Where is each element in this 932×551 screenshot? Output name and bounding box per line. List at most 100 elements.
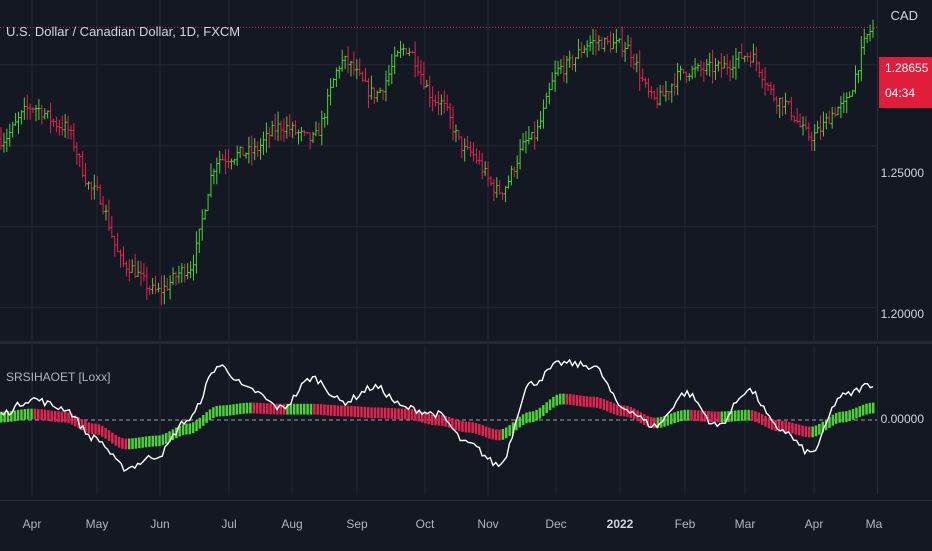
ha-bar — [616, 404, 619, 416]
pane-separator[interactable] — [0, 341, 932, 344]
ha-bar — [858, 406, 862, 417]
time-tick: Oct — [415, 517, 435, 531]
currency-label: CAD — [890, 8, 918, 23]
ha-bar — [720, 411, 723, 423]
ha-bar — [717, 411, 720, 423]
ha-bar — [87, 422, 91, 434]
ha-bar — [602, 399, 606, 410]
ha-bar — [589, 396, 592, 408]
ha-bar — [552, 396, 555, 408]
ha-bar — [181, 424, 185, 436]
ha-bar — [764, 415, 767, 427]
ha-bar — [791, 422, 794, 434]
oscillator-chart[interactable] — [0, 345, 878, 495]
ha-bar — [427, 413, 431, 425]
ha-bar — [818, 423, 821, 435]
time-tick: Ma — [865, 517, 883, 531]
indicator-axis[interactable]: 0.00000 — [877, 345, 932, 495]
ha-bar — [13, 410, 16, 422]
ha-bar — [464, 421, 468, 433]
ha-bar — [299, 403, 303, 415]
ha-bar — [865, 403, 868, 415]
ha-bar — [121, 438, 124, 449]
ha-bar — [538, 407, 542, 419]
ha-bar — [804, 426, 808, 437]
bar-countdown: 04:34 — [885, 86, 916, 100]
ha-bar — [558, 393, 562, 405]
ha-bar — [350, 405, 353, 417]
ha-bar — [84, 421, 87, 432]
ha-bar — [562, 393, 565, 405]
ha-bar — [20, 409, 23, 421]
ha-bar — [525, 412, 528, 424]
ha-bar — [363, 406, 367, 418]
ha-bar — [50, 410, 54, 422]
ha-bar — [272, 403, 276, 415]
ha-bar — [114, 434, 117, 446]
zero-level-label: 0.00000 — [880, 412, 924, 426]
time-axis[interactable]: Apr May Jun Jul Aug Sep Oct Nov Dec 2022… — [0, 500, 932, 551]
ha-bar — [811, 426, 814, 438]
ha-bar — [370, 407, 373, 419]
ha-bar — [430, 414, 434, 425]
ha-bar — [673, 412, 676, 424]
ha-bar — [195, 420, 198, 432]
ha-bar — [94, 423, 97, 435]
ha-bar — [6, 411, 10, 423]
ha-bar — [265, 403, 269, 415]
ha-bar — [612, 403, 616, 415]
ha-bar — [356, 406, 360, 418]
ha-bar — [535, 409, 538, 421]
ha-bar — [599, 397, 602, 409]
ha-bar — [834, 413, 838, 424]
ha-bar — [831, 414, 835, 426]
indicator-pane[interactable] — [0, 345, 878, 495]
ha-bar — [383, 407, 387, 419]
ha-bar — [478, 424, 481, 435]
ha-bar — [417, 410, 420, 422]
time-tick: Sep — [346, 517, 368, 531]
ha-bar — [191, 422, 195, 434]
ha-bar — [10, 410, 13, 422]
ha-bar — [117, 436, 121, 448]
ha-bar — [471, 422, 474, 433]
ha-bar — [141, 436, 144, 448]
ha-bar — [646, 415, 649, 427]
time-tick: Jul — [221, 517, 237, 531]
indicator-title[interactable]: SRSIHAOET [Loxx] — [6, 370, 111, 384]
ha-bar — [488, 427, 491, 439]
ha-bar — [239, 403, 242, 415]
ha-bar — [282, 403, 286, 415]
ha-bar — [508, 425, 511, 436]
ha-bar — [555, 394, 559, 406]
ha-bar — [154, 435, 158, 447]
countdown-badge: 04:34 — [879, 82, 932, 108]
ha-bar — [740, 410, 744, 421]
ha-bar — [188, 423, 192, 435]
ha-bar — [663, 415, 666, 427]
ha-bar — [733, 410, 737, 422]
ha-bar — [434, 414, 437, 426]
ha-bar — [158, 435, 161, 447]
ha-bar — [801, 425, 804, 437]
ha-bar — [777, 420, 781, 432]
ha-bar — [215, 405, 218, 417]
ha-bar — [441, 415, 444, 426]
ha-bar — [205, 412, 208, 423]
oscillator-line — [0, 358, 874, 472]
ha-bar — [619, 405, 622, 417]
ha-bar — [138, 437, 141, 449]
candlestick-chart[interactable] — [0, 0, 878, 340]
ha-bar — [70, 413, 74, 425]
ha-bar — [33, 408, 37, 420]
price-axis[interactable]: 1.25000 1.20000 — [877, 0, 932, 340]
ha-bar — [515, 419, 518, 431]
ha-bar — [531, 411, 535, 423]
ha-bar — [289, 403, 293, 415]
time-tick: Jun — [150, 517, 170, 531]
ha-bar — [303, 403, 306, 415]
price-chart-pane[interactable] — [0, 0, 878, 340]
ha-bar — [279, 403, 282, 415]
ha-bar — [26, 408, 30, 420]
ha-bar — [148, 436, 151, 447]
